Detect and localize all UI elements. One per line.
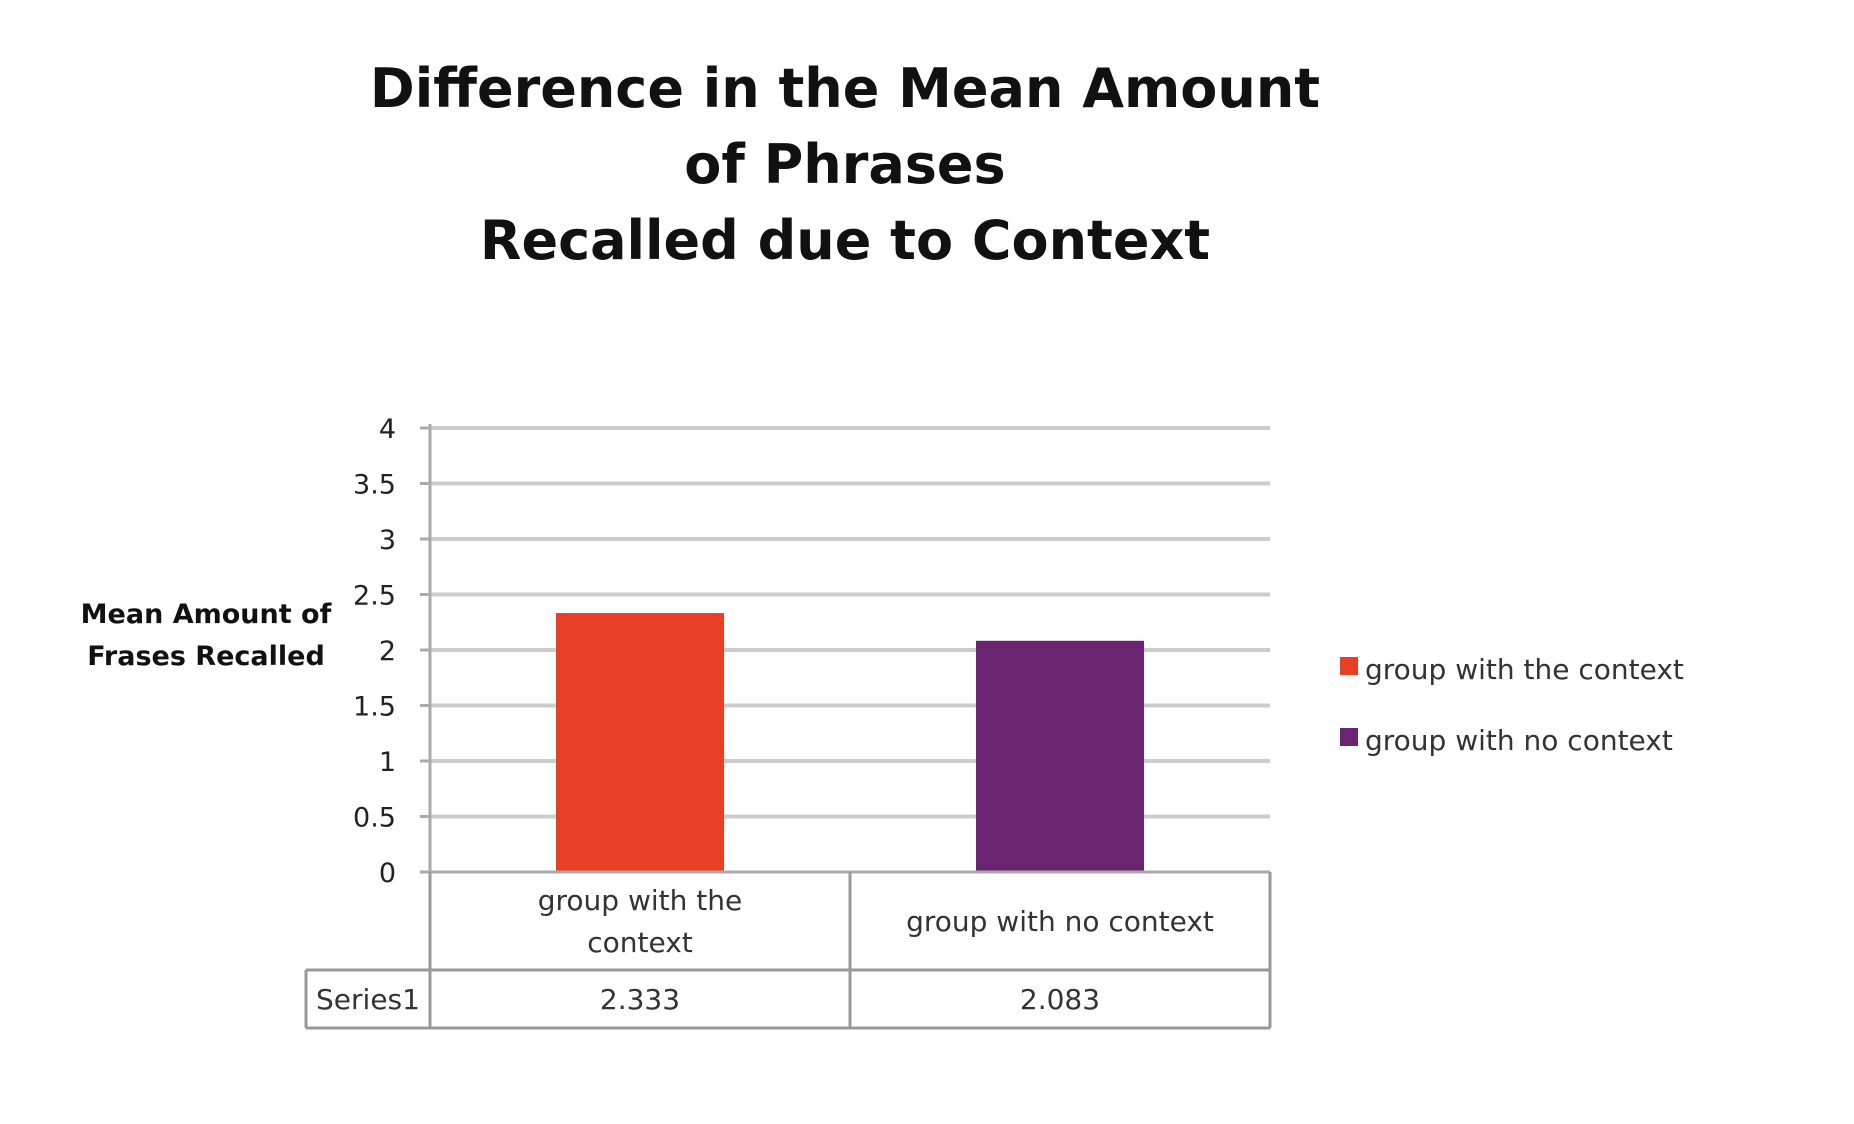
category-label: group with the — [538, 884, 742, 917]
legend-swatch — [1340, 728, 1358, 746]
chart-title-line: Difference in the Mean Amount — [370, 57, 1320, 120]
legend-swatch — [1340, 657, 1358, 675]
y-axis-label-line: Frases Recalled — [87, 641, 325, 672]
y-tick-label: 2.5 — [353, 581, 396, 612]
chart-title: Difference in the Mean Amount of Phrases R… — [370, 57, 1320, 272]
y-axis-label-line: Mean Amount of — [81, 599, 332, 630]
chart-title-line: Recalled due to Context — [480, 209, 1210, 272]
y-tick-label: 0 — [379, 858, 396, 889]
table-value-cell: 2.333 — [600, 983, 680, 1016]
y-tick-label: 3.5 — [353, 470, 396, 501]
y-axis-label: Mean Amount of Frases Recalled — [81, 599, 332, 672]
table-series-name: Series1 — [316, 983, 420, 1016]
bars — [556, 613, 1144, 872]
y-tick-label: 1 — [379, 747, 396, 778]
y-tick-label: 3 — [379, 525, 396, 556]
bar-1 — [556, 613, 724, 872]
category-label: context — [587, 926, 693, 959]
y-tick-label: 4 — [379, 414, 396, 445]
legend: group with the context group with no cont… — [1340, 653, 1684, 757]
bar-2 — [976, 640, 1144, 872]
data-table: group with the context group with no conte… — [304, 872, 1272, 1030]
legend-label: group with the context — [1365, 653, 1684, 686]
table-value-cell: 2.083 — [1020, 983, 1100, 1016]
y-tick-label: 0.5 — [353, 803, 396, 834]
y-axis-ticks: 0 0.5 1 1.5 2 2.5 3 3.5 4 — [353, 414, 430, 889]
y-tick-label: 2 — [379, 636, 396, 667]
legend-label: group with no context — [1365, 724, 1673, 757]
chart-title-line: of Phrases — [684, 133, 1005, 196]
category-label: group with no context — [906, 905, 1214, 938]
y-tick-label: 1.5 — [353, 692, 396, 723]
